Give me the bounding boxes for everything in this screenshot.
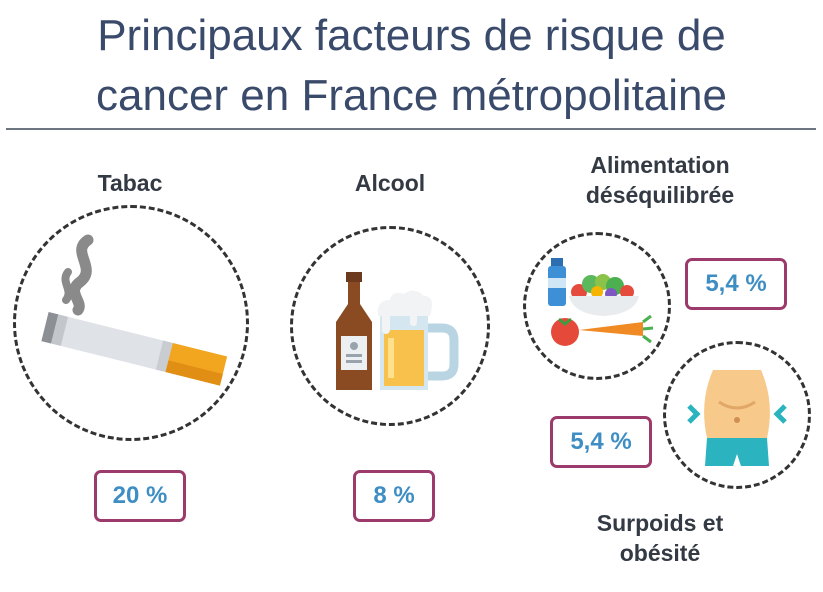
surpoids-label-line-1: Surpoids et xyxy=(596,510,724,536)
alcool-circle xyxy=(290,226,490,426)
alimentation-label: Alimentation déséquilibrée xyxy=(545,150,775,210)
surpoids-value-badge: 5,4 % xyxy=(550,416,652,468)
tabac-value-badge: 20 % xyxy=(94,470,186,522)
alcool-label: Alcool xyxy=(354,170,426,196)
belly-icon xyxy=(687,370,787,466)
title-divider xyxy=(6,128,816,130)
surpoids-label-line-2: obésité xyxy=(619,540,701,566)
alcool-value-badge: 8 % xyxy=(353,470,435,522)
alimentation-value-badge: 5,4 % xyxy=(685,258,787,310)
title-line-1: Principaux facteurs de risque de xyxy=(97,11,726,60)
page-title: Principaux facteurs de risque de cancer … xyxy=(0,6,823,126)
alimentation-circle xyxy=(523,232,671,380)
title-line-2: cancer en France métropolitaine xyxy=(96,71,727,120)
tabac-label: Tabac xyxy=(97,170,163,196)
surpoids-label: Surpoids et obésité xyxy=(550,508,770,568)
surpoids-circle xyxy=(663,341,811,489)
tabac-circle xyxy=(13,205,249,441)
alimentation-label-line-1: Alimentation xyxy=(590,152,730,178)
food-icon xyxy=(548,258,654,346)
alimentation-label-line-2: déséquilibrée xyxy=(585,182,735,208)
cigarette-icon xyxy=(41,234,228,386)
beer-icon xyxy=(336,272,459,390)
